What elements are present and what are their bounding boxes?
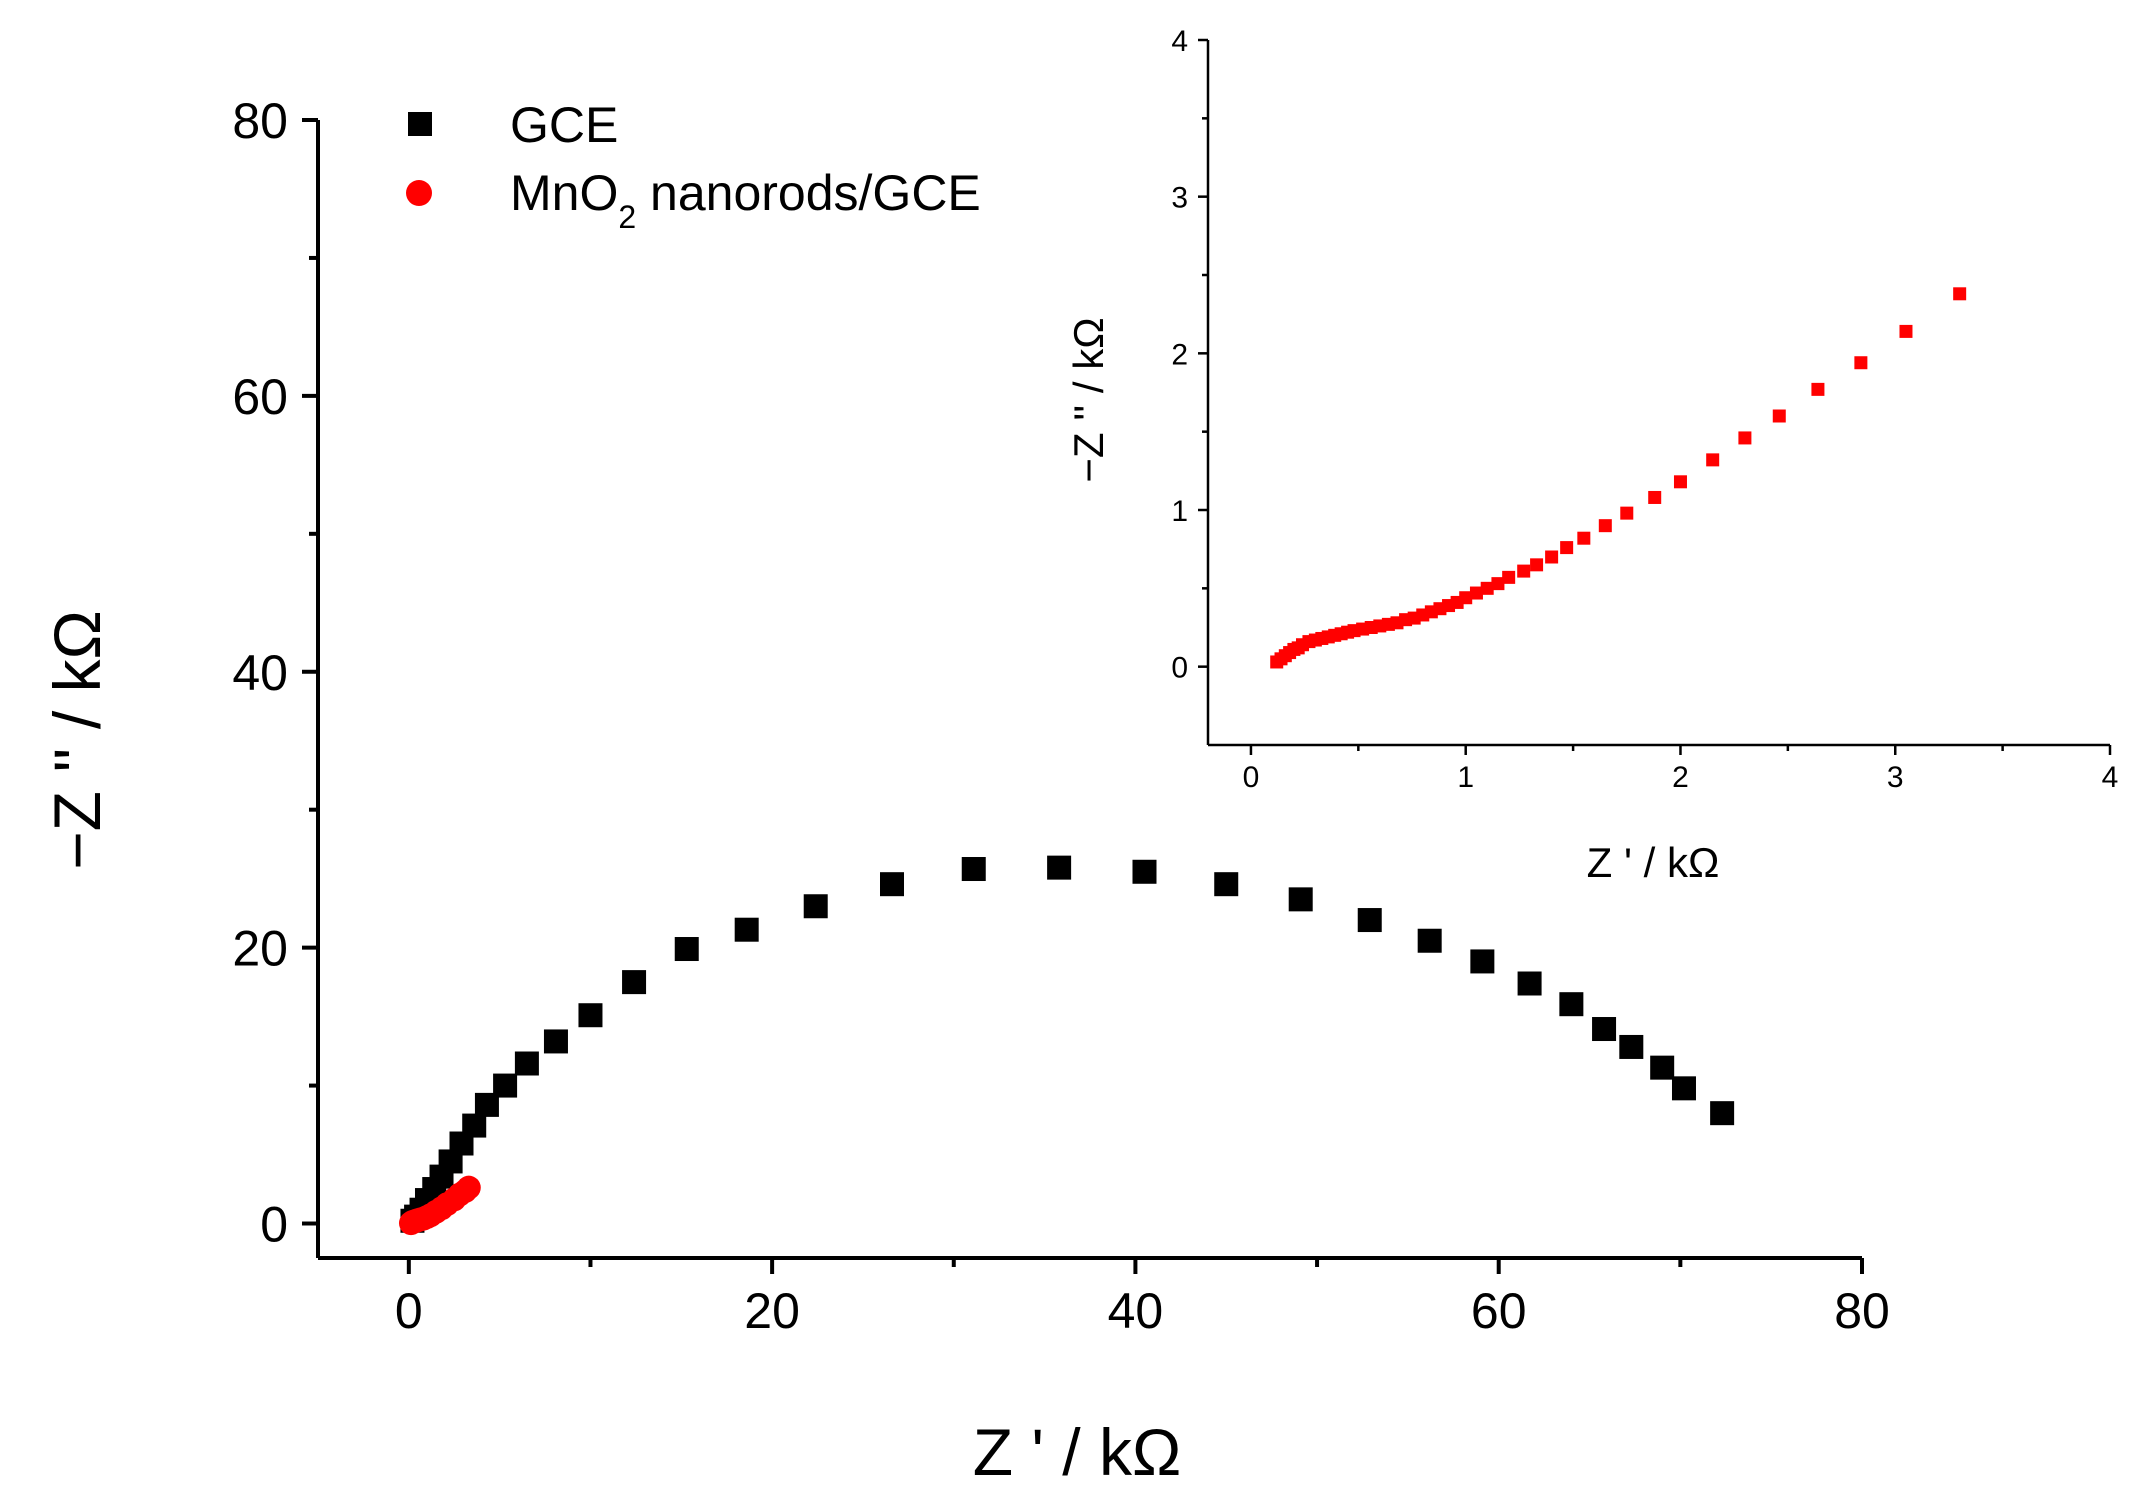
main-x-axis-title: Z ' / kΩ bbox=[973, 1415, 1182, 1485]
inset-y-tick-label: 1 bbox=[1171, 495, 1188, 528]
inset-series-0-point bbox=[1545, 550, 1559, 564]
main-y-tick-label: 60 bbox=[232, 369, 288, 425]
main-axes bbox=[316, 120, 1862, 1260]
inset-series-0-point bbox=[1673, 475, 1687, 489]
main-series-0-point bbox=[880, 872, 905, 897]
main-series-0-point bbox=[1417, 928, 1442, 953]
main-y-tick-label: 0 bbox=[260, 1197, 288, 1253]
main-series-0-point bbox=[462, 1113, 487, 1138]
inset-series-0-point bbox=[1577, 531, 1591, 545]
inset-x-tick-label: 1 bbox=[1457, 761, 1474, 794]
main-points bbox=[399, 855, 1735, 1236]
inset-x-tick-label: 2 bbox=[1672, 761, 1689, 794]
inset-series-0-point bbox=[1530, 558, 1544, 572]
inset-series-0-point bbox=[1738, 431, 1752, 445]
inset-series-0-point bbox=[1480, 581, 1494, 595]
inset-x-axis-title: Z ' / kΩ bbox=[1587, 839, 1720, 886]
main-series-0-point bbox=[1357, 908, 1382, 933]
inset-series-0-point bbox=[1459, 591, 1473, 605]
main-series-0-point bbox=[674, 937, 699, 962]
legend-label-mno2-suffix: nanorods/GCE bbox=[636, 165, 981, 221]
main-series-0-point bbox=[578, 1003, 603, 1028]
main-y-tick-label: 20 bbox=[232, 921, 288, 977]
main-y-tick-label: 80 bbox=[232, 93, 288, 149]
inset-x-tick-label: 3 bbox=[1887, 761, 1904, 794]
inset-series-0-point bbox=[1899, 324, 1913, 338]
main-series-0-point bbox=[803, 894, 828, 919]
main-series-0-point bbox=[622, 970, 647, 995]
legend-label-gce: GCE bbox=[510, 97, 618, 153]
inset-series-0-point bbox=[1854, 356, 1868, 370]
inset-series-0-point bbox=[1620, 506, 1634, 520]
main-series-0-point bbox=[1592, 1017, 1617, 1042]
main-series-0-point bbox=[1517, 971, 1542, 996]
legend-marker-gce bbox=[408, 112, 432, 136]
inset-series-0-point bbox=[1811, 382, 1825, 396]
main-series-0-point bbox=[543, 1029, 568, 1054]
main-series-0-point bbox=[1470, 949, 1495, 974]
main-series-1-point bbox=[456, 1175, 481, 1200]
main-x-tick-label: 80 bbox=[1834, 1283, 1890, 1339]
inset-chart: 0 1 2 3 4 0 1 2 3 4 Z ' / kΩ −Z '' / kΩ bbox=[1065, 25, 2118, 886]
inset-series-0-point bbox=[1560, 541, 1574, 555]
legend-marker-mno2 bbox=[406, 180, 432, 206]
inset-series-0-point bbox=[1648, 490, 1662, 504]
main-series-0-point bbox=[1132, 859, 1157, 884]
inset-y-axis-title: −Z '' / kΩ bbox=[1065, 317, 1112, 482]
inset-x-tick-label: 0 bbox=[1243, 761, 1260, 794]
main-series-0-point bbox=[961, 857, 986, 882]
inset-series-0-point bbox=[1469, 586, 1483, 600]
main-series-0-point bbox=[1710, 1101, 1735, 1126]
inset-y-tick-label: 4 bbox=[1171, 25, 1188, 58]
inset-ticks: 0 1 2 3 4 0 1 2 3 4 bbox=[1171, 25, 2118, 794]
main-y-tick-label: 40 bbox=[232, 645, 288, 701]
main-x-tick-label: 0 bbox=[395, 1283, 423, 1339]
main-series-0-point bbox=[1619, 1034, 1644, 1059]
main-series-0-point bbox=[1559, 992, 1584, 1017]
inset-y-tick-label: 3 bbox=[1171, 182, 1188, 215]
legend-label-mno2-subscript: 2 bbox=[618, 199, 636, 235]
inset-series-0-point bbox=[1502, 570, 1516, 584]
main-series-0-point bbox=[1671, 1076, 1696, 1101]
inset-series-0-point bbox=[1706, 453, 1720, 467]
main-x-tick-label: 60 bbox=[1471, 1283, 1527, 1339]
main-x-tick-label: 20 bbox=[744, 1283, 800, 1339]
main-series-0-point bbox=[514, 1051, 539, 1076]
main-series-0-point bbox=[734, 917, 759, 942]
main-series-0-point bbox=[1288, 887, 1313, 912]
inset-y-tick-label: 0 bbox=[1171, 652, 1188, 685]
main-series-0-point bbox=[493, 1073, 518, 1098]
main-series-0-point bbox=[1650, 1055, 1675, 1080]
main-x-tick-label: 40 bbox=[1108, 1283, 1164, 1339]
legend-label-mno2-prefix: MnO bbox=[510, 165, 618, 221]
main-y-axis-title: −Z '' / kΩ bbox=[40, 610, 114, 870]
main-series-0-point bbox=[1214, 872, 1239, 897]
legend: GCE MnO2 nanorods/GCE bbox=[406, 97, 981, 235]
inset-series-0-point bbox=[1953, 287, 1967, 301]
inset-y-tick-label: 2 bbox=[1171, 338, 1188, 371]
inset-series-0-point bbox=[1491, 577, 1505, 591]
inset-series-0-point bbox=[1772, 409, 1786, 423]
inset-series-0-point bbox=[1598, 519, 1612, 533]
inset-points bbox=[1270, 287, 1967, 669]
legend-label-mno2: MnO2 nanorods/GCE bbox=[510, 165, 981, 235]
inset-series-0-point bbox=[1517, 564, 1531, 578]
main-series-0-point bbox=[1047, 855, 1072, 880]
inset-x-tick-label: 4 bbox=[2102, 761, 2119, 794]
